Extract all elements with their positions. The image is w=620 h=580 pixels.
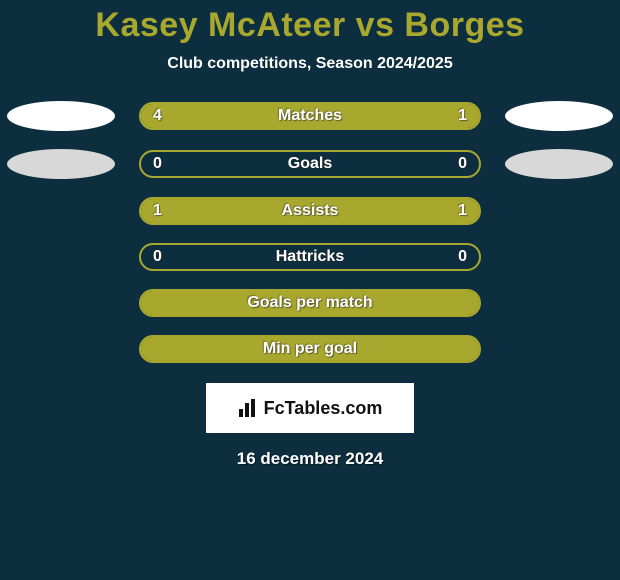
stat-label: Goals per match [141,291,479,315]
stat-rows: 41Matches 00Goals 11Assists 00Hattricks Goal… [7,101,613,381]
stat-label: Goals [141,152,479,176]
date-label: 16 december 2024 [237,449,384,469]
stat-row: 41Matches [7,101,613,131]
brand-label: FcTables.com [238,398,383,419]
stat-label: Assists [141,199,479,223]
stat-label: Min per goal [141,337,479,361]
comparison-infographic: Kasey McAteer vs Borges Club competition… [0,0,620,469]
page-title: Kasey McAteer vs Borges [95,6,524,45]
stat-row: 11Assists [7,197,613,225]
stat-bar: 41Matches [139,102,481,130]
player-left-marker [7,101,115,131]
player-left-marker [7,149,115,179]
page-subtitle: Club competitions, Season 2024/2025 [167,55,452,73]
stat-row: 00Hattricks [7,243,613,271]
stat-bar: Goals per match [139,289,481,317]
stat-bar: Min per goal [139,335,481,363]
stat-row: 00Goals [7,149,613,179]
stat-bar: 00Hattricks [139,243,481,271]
stat-bar: 11Assists [139,197,481,225]
player-right-marker [505,149,613,179]
brand-text: FcTables.com [264,398,383,419]
stat-row: Min per goal [7,335,613,363]
stat-label: Matches [141,104,479,128]
bars-icon [238,399,260,417]
stat-row: Goals per match [7,289,613,317]
player-right-marker [505,101,613,131]
stat-bar: 00Goals [139,150,481,178]
stat-label: Hattricks [141,245,479,269]
brand-badge: FcTables.com [206,383,414,433]
